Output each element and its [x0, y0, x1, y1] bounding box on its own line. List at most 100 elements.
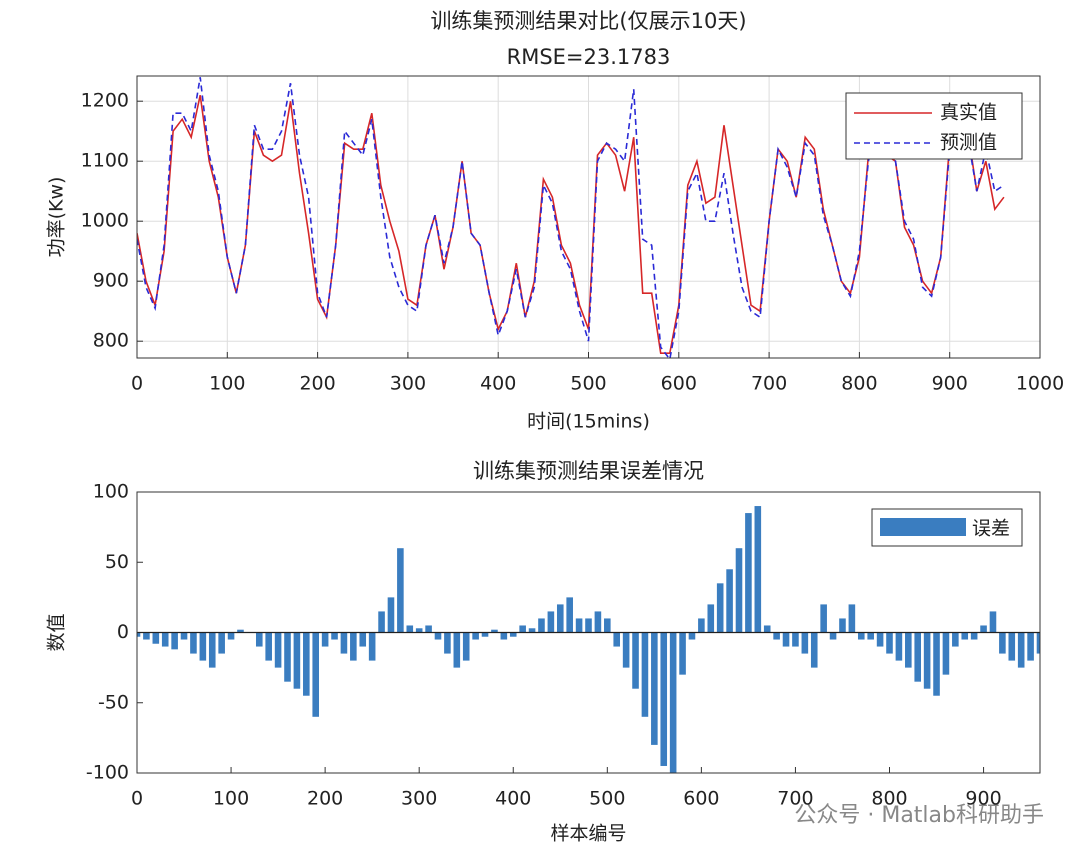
- chart-title: 训练集预测结果对比(仅展示10天): [430, 9, 746, 33]
- y-tick-label: 0: [117, 621, 129, 643]
- bar: [895, 632, 903, 661]
- legend-label: 预测值: [940, 132, 997, 154]
- x-tick-label: 200: [299, 373, 335, 395]
- legend-label: 真实值: [940, 102, 997, 124]
- bar: [1036, 632, 1040, 654]
- x-tick-label: 400: [495, 788, 531, 810]
- x-tick-label: 800: [871, 788, 907, 810]
- bar: [547, 611, 555, 633]
- bar: [942, 632, 950, 675]
- bar: [622, 632, 630, 668]
- x-tick-label: 200: [307, 788, 343, 810]
- bar: [660, 632, 668, 766]
- plot-marks: [137, 506, 1040, 773]
- bar: [350, 632, 357, 661]
- bar: [688, 632, 696, 640]
- bar: [669, 632, 677, 773]
- bar: [594, 611, 602, 633]
- legend-label: 误差: [972, 518, 1010, 540]
- x-tick-label: 100: [213, 788, 249, 810]
- x-tick-label: 300: [390, 373, 426, 395]
- x-tick-label: 900: [965, 788, 1001, 810]
- bar: [397, 548, 404, 633]
- bar: [641, 632, 649, 717]
- bar: [152, 632, 160, 644]
- bar: [604, 618, 611, 633]
- bar: [303, 632, 310, 696]
- bar: [773, 632, 780, 640]
- bar: [171, 632, 178, 650]
- bar: [970, 632, 978, 640]
- bar: [839, 618, 846, 633]
- bar: [782, 632, 790, 647]
- x-tick-label: 600: [661, 373, 697, 395]
- bar: [726, 569, 733, 633]
- bar: [735, 548, 743, 633]
- bar: [575, 618, 583, 633]
- y-axis-label: 功率(Kw): [46, 177, 68, 258]
- bar: [368, 632, 376, 661]
- bar: [698, 618, 705, 633]
- bar: [1027, 632, 1034, 661]
- bar: [914, 632, 922, 682]
- bar: [820, 604, 827, 633]
- x-tick-label: 500: [589, 788, 625, 810]
- bar: [387, 597, 395, 633]
- bar: [886, 632, 893, 654]
- bar: [613, 632, 621, 647]
- bar: [293, 632, 301, 689]
- bar: [980, 625, 987, 633]
- bar: [519, 625, 526, 633]
- bar: [792, 632, 799, 647]
- bar: [406, 625, 414, 633]
- chart-subtitle: RMSE=23.1783: [507, 45, 671, 69]
- bar: [989, 611, 997, 633]
- bar: [876, 632, 884, 647]
- bar: [1017, 632, 1025, 668]
- x-tick-label: 1000: [1016, 373, 1064, 395]
- bar: [274, 632, 282, 668]
- bar: [754, 506, 762, 633]
- bar: [265, 632, 272, 661]
- bar: [566, 597, 573, 633]
- x-tick-label: 600: [683, 788, 719, 810]
- bar: [585, 618, 592, 633]
- bar: [848, 604, 856, 633]
- x-tick-label: 900: [932, 373, 968, 395]
- bar: [284, 632, 291, 682]
- bar: [632, 632, 639, 689]
- plot-marks: [137, 77, 1005, 358]
- bar: [199, 632, 207, 661]
- x-tick-label: 0: [131, 373, 143, 395]
- bar: [961, 632, 969, 640]
- chart-title: 训练集预测结果误差情况: [473, 459, 704, 483]
- bar: [321, 632, 329, 647]
- bar: [745, 513, 752, 633]
- x-tick-label: 300: [401, 788, 437, 810]
- x-tick-label: 700: [777, 788, 813, 810]
- watermark: 公众号 · Matlab科研助手: [794, 803, 1044, 828]
- y-tick-label: -100: [86, 762, 129, 784]
- bar: [538, 618, 545, 633]
- axes-box: [136, 491, 1041, 774]
- x-tick-label: 100: [209, 373, 245, 395]
- bar: [378, 611, 385, 633]
- bar: [801, 632, 809, 654]
- y-tick-label: 800: [93, 330, 129, 352]
- bar: [143, 632, 150, 640]
- bar: [218, 632, 225, 654]
- bar: [528, 628, 536, 633]
- y-tick-label: 100: [93, 481, 129, 503]
- x-tick-label: 500: [570, 373, 606, 395]
- bar: [453, 632, 461, 668]
- bar: [180, 632, 188, 640]
- x-tick-label: 0: [131, 788, 143, 810]
- series-line: [137, 77, 1005, 358]
- bar: [312, 632, 320, 717]
- y-tick-label: 900: [93, 270, 129, 292]
- bar: [933, 632, 940, 696]
- bar: [491, 629, 498, 633]
- bar: [331, 632, 338, 640]
- bar: [867, 632, 874, 640]
- bar: [462, 632, 470, 661]
